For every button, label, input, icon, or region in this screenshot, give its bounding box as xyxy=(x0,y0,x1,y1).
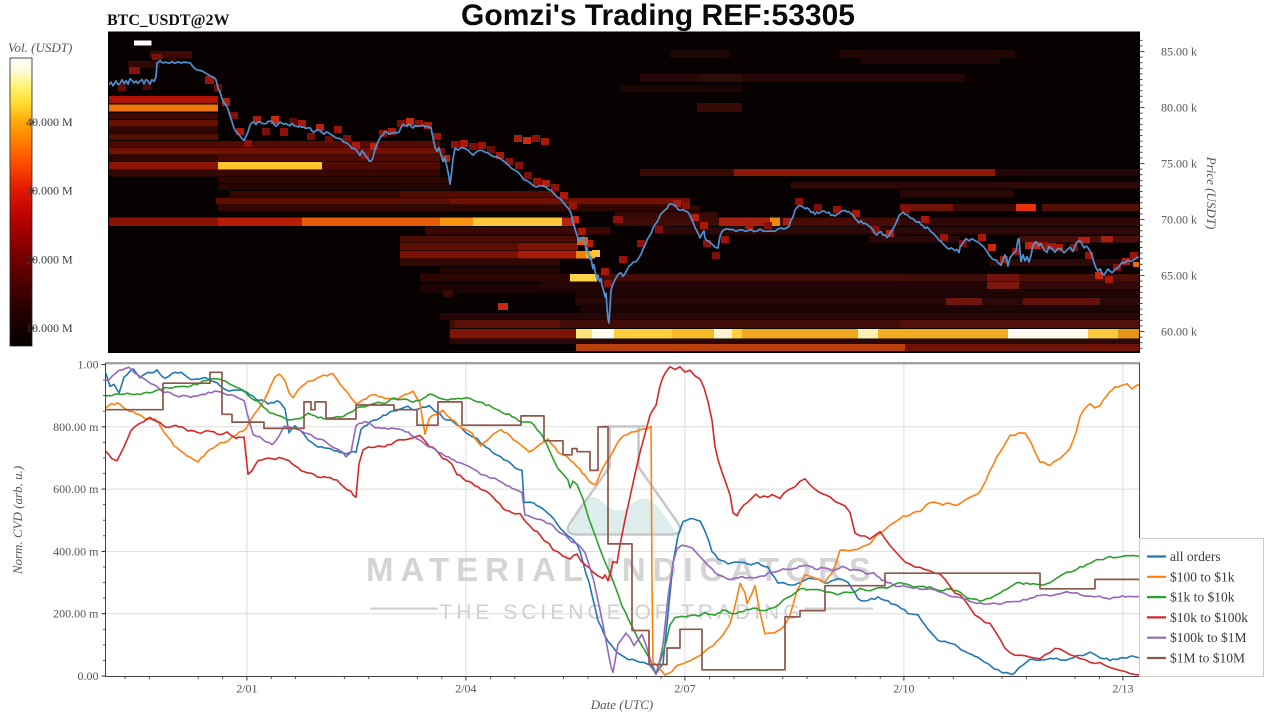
svg-text:$10k to $100k: $10k to $100k xyxy=(1170,610,1248,625)
svg-text:85.00 k: 85.00 k xyxy=(1161,45,1197,59)
svg-text:30.000 M: 30.000 M xyxy=(26,184,73,198)
svg-text:800.00 m: 800.00 m xyxy=(53,420,99,434)
svg-text:60.00 k: 60.00 k xyxy=(1161,325,1197,339)
svg-text:70.00 k: 70.00 k xyxy=(1161,213,1197,227)
svg-text:600.00 m: 600.00 m xyxy=(53,482,99,496)
svg-text:THE SCIENCE OF TRADING: THE SCIENCE OF TRADING xyxy=(439,601,803,624)
svg-text:65.00 k: 65.00 k xyxy=(1161,269,1197,283)
svg-text:1.00: 1.00 xyxy=(78,358,99,372)
svg-text:200.00 m: 200.00 m xyxy=(53,607,99,621)
svg-text:0.00: 0.00 xyxy=(78,669,99,683)
svg-text:Norm. CVD (arb. u.): Norm. CVD (arb. u.) xyxy=(10,466,25,575)
svg-text:Date (UTC): Date (UTC) xyxy=(590,697,653,712)
svg-text:$1M to $10M: $1M to $10M xyxy=(1170,651,1245,666)
svg-text:400.00 m: 400.00 m xyxy=(53,544,99,558)
svg-text:Gomzi's Trading REF:53305: Gomzi's Trading REF:53305 xyxy=(461,0,855,32)
svg-text:Vol. (USDT): Vol. (USDT) xyxy=(8,40,72,55)
svg-text:2/13: 2/13 xyxy=(1112,682,1133,696)
svg-text:10.000 M: 10.000 M xyxy=(26,321,73,335)
svg-text:2/01: 2/01 xyxy=(236,682,257,696)
svg-text:2/04: 2/04 xyxy=(455,682,476,696)
svg-text:all orders: all orders xyxy=(1170,549,1221,564)
svg-text:2/07: 2/07 xyxy=(674,682,695,696)
svg-text:$1k to $10k: $1k to $10k xyxy=(1170,590,1235,605)
svg-text:20.000 M: 20.000 M xyxy=(26,252,73,266)
svg-text:$100k to $1M: $100k to $1M xyxy=(1170,630,1247,645)
svg-text:Price (USDT): Price (USDT) xyxy=(1204,156,1219,230)
svg-text:75.00 k: 75.00 k xyxy=(1161,157,1197,171)
svg-text:$100 to $1k: $100 to $1k xyxy=(1170,569,1235,584)
svg-text:BTC_USDT@2W: BTC_USDT@2W xyxy=(107,12,229,29)
svg-text:2/10: 2/10 xyxy=(893,682,914,696)
svg-text:40.000 M: 40.000 M xyxy=(26,115,73,129)
svg-text:80.00 k: 80.00 k xyxy=(1161,101,1197,115)
